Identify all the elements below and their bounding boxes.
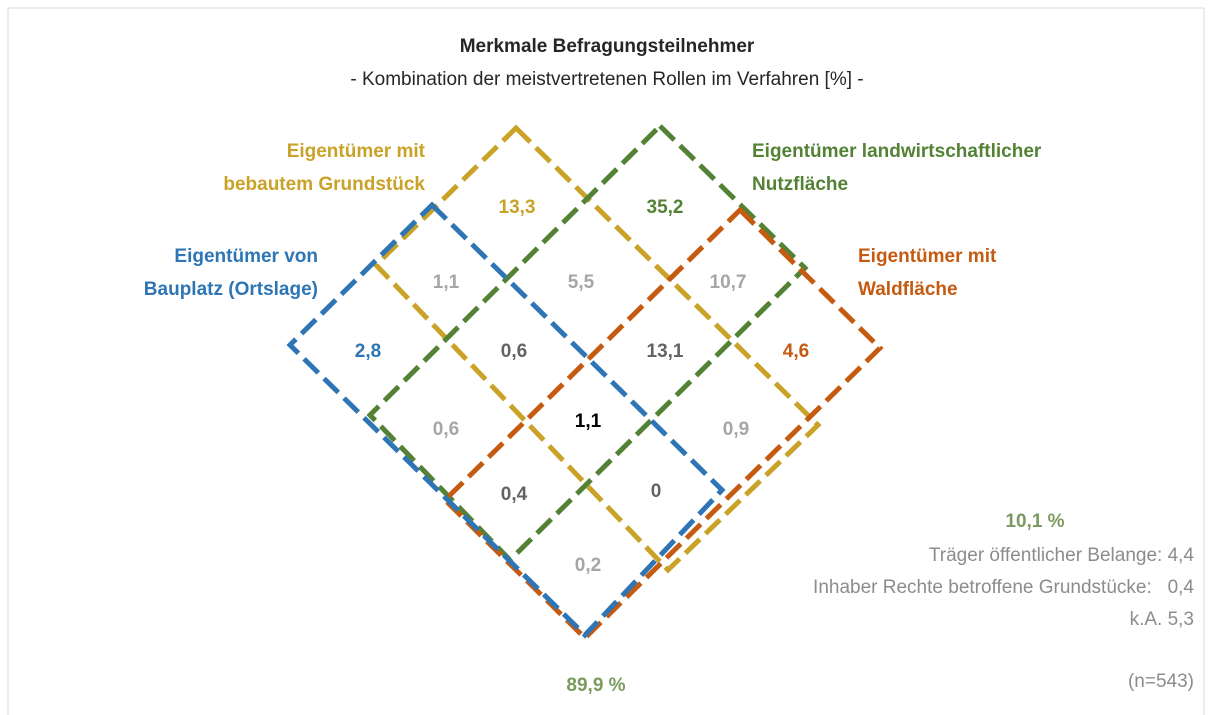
set-label: Bauplatz (Ortslage) [144,279,318,300]
total-out: 10,1 % [1005,511,1064,532]
set-green [366,122,809,564]
region-value: 0 [651,481,662,502]
set-label: bebautem Grundstück [223,174,425,195]
set-label: Eigentümer mit [858,246,997,267]
region-value: 0,6 [433,419,459,440]
region-value: 1,1 [433,272,460,293]
title: Merkmale Befragungsteilnehmer [460,36,755,57]
region-value: 1,1 [575,411,602,432]
other-item: Träger öffentlicher Belange: 4,4 [929,545,1195,566]
sample-size: (n=543) [1128,671,1194,692]
set-label: Waldfläche [858,279,958,300]
region-value: 10,7 [710,272,747,293]
others: Träger öffentlicher Belange: 4,4 Inhaber… [813,545,1194,692]
region-value: 0,9 [723,419,749,440]
set-label: Eigentümer landwirtschaftlicher [752,141,1042,162]
set-orange [441,206,884,642]
region-value: 0,6 [501,341,527,362]
set-label: Eigentümer mit [287,141,426,162]
other-item: k.A. 5,3 [1130,609,1194,630]
set-gold [372,124,822,574]
region-value: 35,2 [647,197,684,218]
region-value: 4,6 [783,341,809,362]
region-value: 13,1 [647,341,684,362]
set-label: Eigentümer von [174,246,318,267]
set-label: Nutzfläche [752,174,848,195]
frame [7,7,1205,715]
region-value: 5,5 [568,272,595,293]
subtitle: - Kombination der meistvertretenen Rolle… [350,69,863,90]
region-value: 2,8 [355,341,381,362]
set-blue [286,201,726,639]
regions: 13,3 35,2 1,1 5,5 10,7 2,8 0,6 13,1 4,6 … [355,197,809,576]
other-item: Inhaber Rechte betroffene Grundstücke: 0… [813,577,1194,598]
region-value: 0,4 [501,484,528,505]
region-value: 0,2 [575,555,601,576]
set-labels: Eigentümer mit bebautem Grundstück Eigen… [144,141,1042,300]
region-value: 13,3 [499,197,536,218]
total-in: 89,9 % [566,675,625,696]
